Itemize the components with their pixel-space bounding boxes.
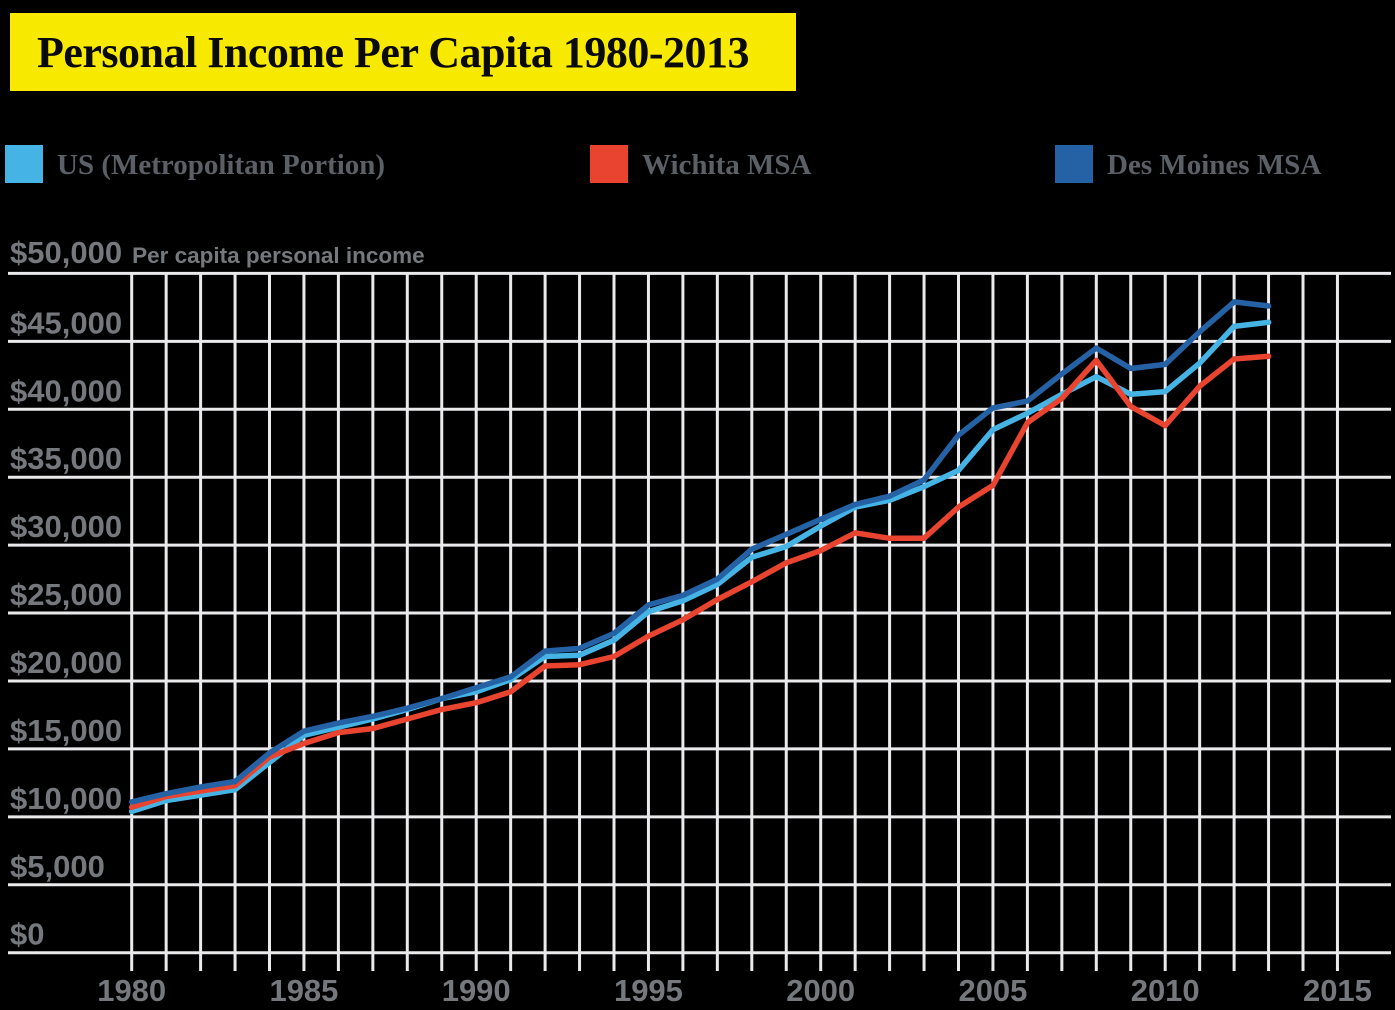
- y-axis-labels: $0 $5,000 $10,000 $15,000 $20,000 $25,000 $30,…: [10, 235, 425, 952]
- y-axis-header: $50,000 Per capita personal income: [10, 235, 425, 270]
- legend: US (Metropolitan Portion) Wichita MSA De…: [0, 145, 1395, 185]
- x-axis-labels: 1980 1985 1990 1995 2000 2005 2010 2015: [97, 973, 1372, 1008]
- x-tick-label: 2015: [1303, 973, 1372, 1008]
- x-tick-label: 1985: [269, 973, 338, 1008]
- y-tick-label: $40,000: [10, 373, 122, 408]
- x-tick-label: 1990: [442, 973, 511, 1008]
- legend-swatch-us-metropolitan-portion: [5, 145, 43, 183]
- y-tick-label: $15,000: [10, 713, 122, 748]
- title-bar: Personal Income Per Capita 1980-2013: [10, 13, 796, 91]
- legend-label-des-moines-msa: Des Moines MSA: [1107, 149, 1322, 181]
- y-tick-label: $25,000: [10, 577, 122, 612]
- y-tick-label: $10,000: [10, 781, 122, 816]
- y-max-label: $50,000: [10, 235, 122, 270]
- legend-swatch-des-moines-msa: [1055, 145, 1093, 183]
- x-tick-label: 1980: [97, 973, 166, 1008]
- y-tick-label: $35,000: [10, 441, 122, 476]
- legend-label-us-metropolitan-portion: US (Metropolitan Portion): [57, 149, 386, 181]
- y-tick-label: $30,000: [10, 509, 122, 544]
- line-wichita-msa: [128, 353, 1272, 811]
- y-tick-label: $0: [10, 917, 44, 952]
- y-tick-label: $20,000: [10, 645, 122, 680]
- x-tick-label: 2010: [1131, 973, 1200, 1008]
- y-tick-label: $45,000: [10, 305, 122, 340]
- y-tick-label: $5,000: [10, 849, 105, 884]
- line-des-moines-msa: [128, 299, 1272, 805]
- gridlines: [8, 271, 1391, 971]
- legend-item-us-metropolitan-portion: US (Metropolitan Portion): [5, 145, 385, 183]
- legend-swatch-wichita-msa: [590, 145, 628, 183]
- x-tick-label: 2000: [786, 973, 855, 1008]
- series-lines: [128, 299, 1272, 815]
- chart-title: Personal Income Per Capita 1980-2013: [37, 27, 749, 77]
- legend-item-wichita-msa: Wichita MSA: [590, 145, 811, 183]
- line-us-metropolitan-portion: [128, 319, 1272, 815]
- legend-item-des-moines-msa: Des Moines MSA: [1055, 145, 1321, 183]
- x-tick-label: 1995: [614, 973, 683, 1008]
- y-axis-title: Per capita personal income: [132, 243, 425, 268]
- legend-label-wichita-msa: Wichita MSA: [642, 149, 812, 181]
- x-tick-label: 2005: [958, 973, 1027, 1008]
